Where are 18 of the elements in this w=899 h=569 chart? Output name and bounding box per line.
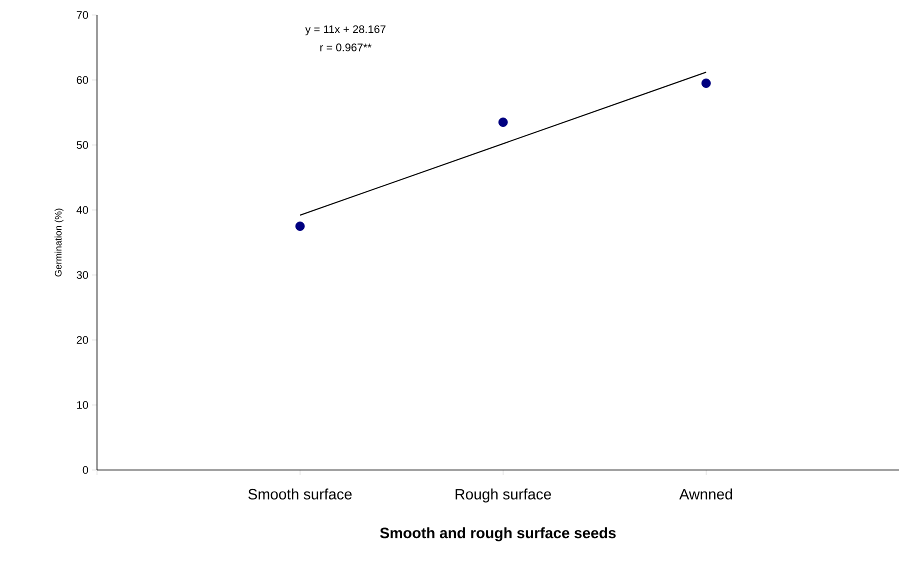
- x-tick-label: Awnned: [679, 488, 732, 500]
- y-tick-label: 10: [77, 401, 88, 409]
- point: [701, 78, 711, 88]
- point: [295, 222, 305, 231]
- point: [498, 118, 508, 127]
- annotation: y = 11x + 28.167: [305, 25, 386, 36]
- x-axis-title: Smooth and rough surface seeds: [380, 527, 616, 542]
- y-tick-label: 30: [76, 271, 88, 279]
- y-axis-title: Germination (%): [54, 208, 64, 276]
- y-tick-label: 20: [76, 336, 88, 344]
- y-tick-label: 60: [76, 76, 88, 84]
- x-tick-label: Smooth surface: [248, 488, 352, 500]
- y-tick-label: 40: [76, 206, 88, 214]
- y-tick-label: 70: [76, 11, 88, 19]
- y-tick-label: 0: [82, 466, 88, 474]
- annotation: r = 0.967**: [320, 44, 372, 52]
- x-tick-label: Rough surface: [456, 488, 551, 502]
- y-tick-label: 50: [76, 141, 88, 149]
